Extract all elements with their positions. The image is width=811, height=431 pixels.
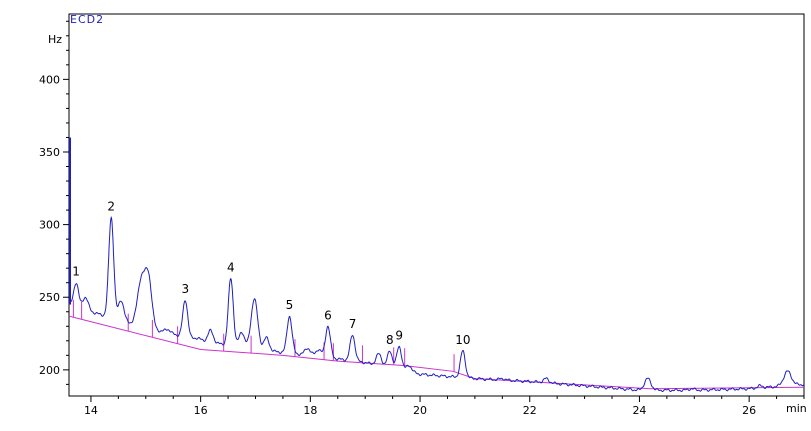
peak-label-1: 1 xyxy=(72,265,80,279)
y-tick-label: 200 xyxy=(39,364,60,377)
peak-label-2: 2 xyxy=(107,199,115,213)
peak-label-9: 9 xyxy=(395,329,403,343)
signal-trace-layer xyxy=(68,137,805,393)
x-tick-label: 20 xyxy=(413,404,427,417)
peak-label-8: 8 xyxy=(386,333,394,347)
signal-trace xyxy=(68,216,805,393)
y-tick-label: 350 xyxy=(39,146,60,159)
plot-frame xyxy=(68,13,805,397)
x-tick-label: 14 xyxy=(84,404,98,417)
integration-baseline xyxy=(68,315,805,390)
peak-label-10: 10 xyxy=(455,333,470,347)
y-tick-label: 250 xyxy=(39,291,60,304)
peak-label-6: 6 xyxy=(324,308,332,322)
x-tick-label: 16 xyxy=(194,404,208,417)
y-axis-label: Hz xyxy=(48,33,62,46)
peak-label-4: 4 xyxy=(227,260,235,274)
peak-label-7: 7 xyxy=(349,317,357,331)
x-tick-label: 26 xyxy=(742,404,756,417)
x-tick-label: 24 xyxy=(632,404,646,417)
y-tick-label: 400 xyxy=(39,73,60,86)
x-tick-label: 18 xyxy=(303,404,317,417)
peak-labels-layer: 1 2 3 4 5 6 7 8 9 10 xyxy=(72,199,470,347)
peak-label-5: 5 xyxy=(286,298,294,312)
x-axis-label: min xyxy=(786,402,807,415)
series-title: ECD2 xyxy=(70,13,104,26)
y-tick-label: 300 xyxy=(39,219,60,232)
peak-label-3: 3 xyxy=(181,282,189,296)
x-tick-label: 22 xyxy=(523,404,537,417)
